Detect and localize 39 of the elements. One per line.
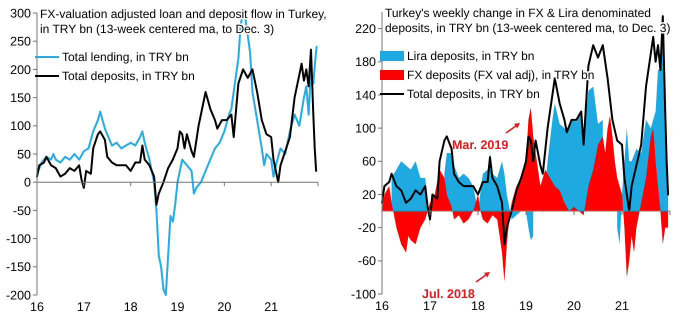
annotation: Jul. 2018	[422, 287, 475, 301]
y-tick-label: 250	[10, 34, 32, 49]
y-tick-label: 150	[10, 90, 32, 105]
y-tick-label: 20	[362, 188, 376, 202]
y-tick-label: 60	[362, 154, 376, 169]
y-tick-label: 100	[10, 119, 32, 134]
x-tick-label: 17	[76, 300, 91, 314]
y-tick-label: 300	[10, 6, 32, 20]
y-tick-label: -200	[6, 288, 32, 302]
x-tick-label: 16	[30, 300, 44, 314]
legend-label: Total lending, in TRY bn	[62, 50, 189, 64]
legend-label: Total deposits, in TRY bn	[62, 69, 195, 84]
y-tick-label: -100	[350, 287, 376, 302]
y-tick-label: -20	[358, 221, 376, 236]
line-series	[36, 48, 318, 206]
y-tick-label: -100	[6, 232, 32, 246]
x-tick-label: 20	[567, 299, 581, 313]
x-tick-label: 18	[124, 300, 138, 314]
x-tick-label: 21	[615, 299, 629, 313]
legend-label: Lira deposits, in TRY bn	[407, 49, 534, 64]
x-tick-label: 21	[264, 300, 278, 314]
y-tick-label: -150	[6, 260, 32, 274]
y-tick-label: 100	[355, 121, 376, 136]
annotation: Mar. 2019	[452, 138, 508, 152]
legend-label: Total deposits, in TRY bn	[407, 87, 540, 102]
x-tick-label: 18	[471, 299, 485, 313]
y-tick-label: -50	[12, 204, 32, 218]
y-tick-label: 180	[355, 55, 376, 70]
y-tick-label: -60	[358, 254, 376, 268]
x-tick-label: 19	[170, 300, 184, 314]
y-tick-label: 0	[24, 176, 32, 190]
x-tick-label: 16	[375, 299, 389, 313]
y-tick-label: 220	[355, 22, 376, 36]
y-tick-label: 140	[355, 88, 376, 102]
x-tick-label: 19	[519, 299, 533, 313]
y-tick-label: 50	[17, 147, 32, 162]
x-tick-label: 20	[217, 300, 232, 314]
x-tick-label: 17	[423, 299, 437, 313]
y-tick-label: 200	[10, 62, 32, 77]
